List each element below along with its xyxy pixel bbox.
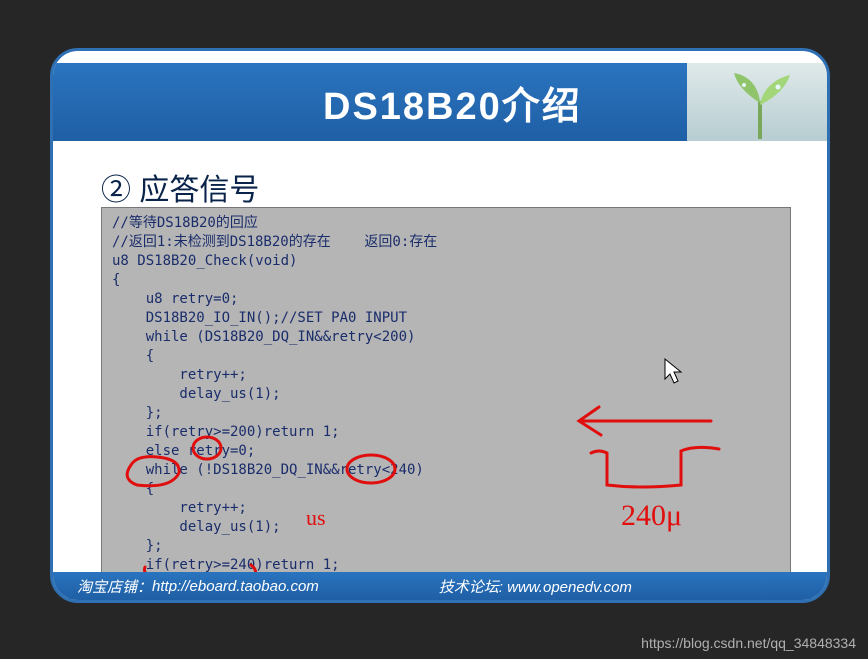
slide: DS18B20介绍 ② 应答信号 //等待DS18B20的回应 //返回1:未检… [50,48,830,603]
footer-right-url: www.openedv.com [507,579,632,596]
section-title: ② 应答信号 [101,165,259,209]
watermark: https://blog.csdn.net/qq_34848334 [641,635,856,651]
footer-band: 淘宝店铺： http://eboard.taobao.com 技术论坛: www… [53,572,827,600]
footer-left-label: 淘宝店铺： [77,576,152,597]
decorative-image [687,63,827,141]
page-title: DS18B20介绍 [323,75,582,130]
footer-right-label: 技术论坛: [439,579,503,596]
footer-left-url: http://eboard.taobao.com [152,578,319,595]
sprout-icon [732,71,792,139]
code-block: //等待DS18B20的回应 //返回1:未检测到DS18B20的存在 返回0:… [101,207,791,595]
title-band: DS18B20介绍 [53,63,827,141]
